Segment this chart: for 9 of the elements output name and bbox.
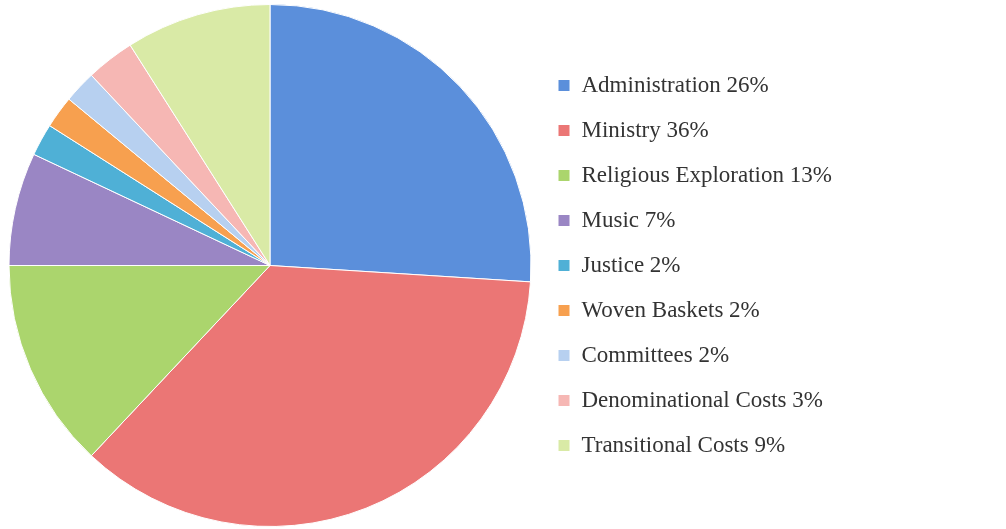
legend-label: Administration 26% <box>581 71 769 97</box>
legend-label: Committees 2% <box>581 341 730 367</box>
legend-label: Music 7% <box>581 206 676 232</box>
legend-label: Religious Exploration 13% <box>581 161 832 187</box>
legend-label: Ministry 36% <box>581 116 709 142</box>
legend-label: Woven Baskets 2% <box>581 296 760 322</box>
legend-label: Justice 2% <box>581 251 681 277</box>
legend-label: Denominational Costs 3% <box>581 386 823 412</box>
legend-label: Transitional Costs 9% <box>581 431 786 457</box>
